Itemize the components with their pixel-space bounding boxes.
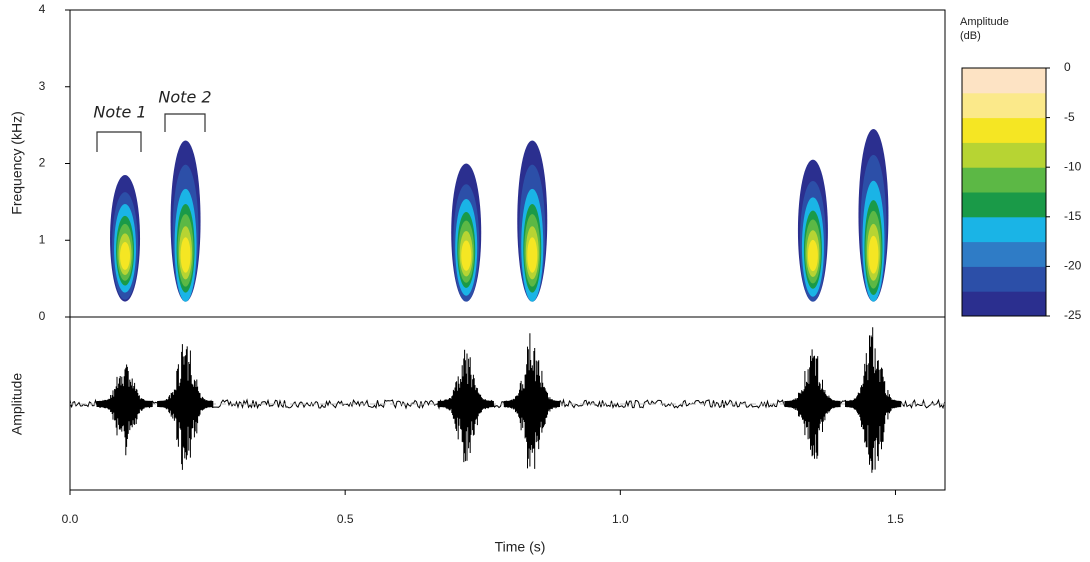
colorbar-tick-label: -15 <box>1064 209 1082 223</box>
y-tick-label: 4 <box>39 2 46 16</box>
note-blob <box>517 140 548 302</box>
x-tick-label: 1.5 <box>887 512 904 526</box>
note-bracket <box>164 113 206 132</box>
waveform-burst <box>784 349 841 459</box>
x-tick-label: 1.0 <box>612 512 629 526</box>
colorbar-band <box>962 117 1046 143</box>
y-axis-label: Frequency (kHz) <box>9 111 25 214</box>
colorbar-label: (dB) <box>960 30 981 42</box>
note-blob <box>797 159 828 302</box>
waveform-burst <box>96 364 153 456</box>
colorbar-tick-label: -20 <box>1064 259 1082 273</box>
colorbar-tick-label: -25 <box>1064 308 1082 322</box>
colorbar-frame <box>961 67 1047 317</box>
colorbar-tick-label: 0 <box>1064 60 1071 74</box>
colorbar-band <box>962 192 1046 218</box>
colorbar-tick-label: -10 <box>1064 159 1082 173</box>
note-blob <box>858 128 889 302</box>
colorbar-label: Amplitude <box>960 16 1009 28</box>
spectro-layer <box>807 239 818 272</box>
annotation: Note 2 <box>158 88 211 107</box>
colorbar-band <box>962 92 1046 119</box>
colorbar-band <box>962 241 1046 267</box>
x-tick-label: 0.0 <box>62 512 79 526</box>
x-axis-label: Time (s) <box>495 539 546 555</box>
spectro-layer <box>527 237 538 273</box>
colorbar-band <box>962 266 1046 292</box>
note-blob <box>110 175 141 302</box>
x-tick-label: 0.5 <box>337 512 354 526</box>
y-tick-label: 1 <box>39 232 46 246</box>
note-blob <box>170 140 201 302</box>
annotation: Note 1 <box>93 103 146 122</box>
amplitude-label: Amplitude <box>9 373 25 435</box>
y-tick-label: 2 <box>39 156 46 170</box>
spectro-layer <box>461 240 472 271</box>
waveform-burst <box>437 349 494 463</box>
colorbar-band <box>962 142 1046 168</box>
waveform-burst <box>503 333 560 469</box>
waveform-burst <box>845 327 902 473</box>
colorbar-tick-label: -5 <box>1064 110 1075 124</box>
plot-frame <box>69 9 946 491</box>
note-bracket <box>96 131 142 152</box>
colorbar-band <box>962 167 1046 193</box>
colorbar-band <box>962 216 1046 243</box>
note-blob <box>451 163 482 302</box>
y-tick-label: 0 <box>39 309 46 323</box>
colorbar-band <box>962 291 1046 317</box>
colorbar-band <box>962 68 1046 94</box>
waveform-burst <box>157 344 214 470</box>
y-tick-label: 3 <box>39 79 46 93</box>
spectro-layer <box>868 235 879 274</box>
spectro-layer <box>120 242 131 270</box>
spectro-layer <box>180 237 191 273</box>
